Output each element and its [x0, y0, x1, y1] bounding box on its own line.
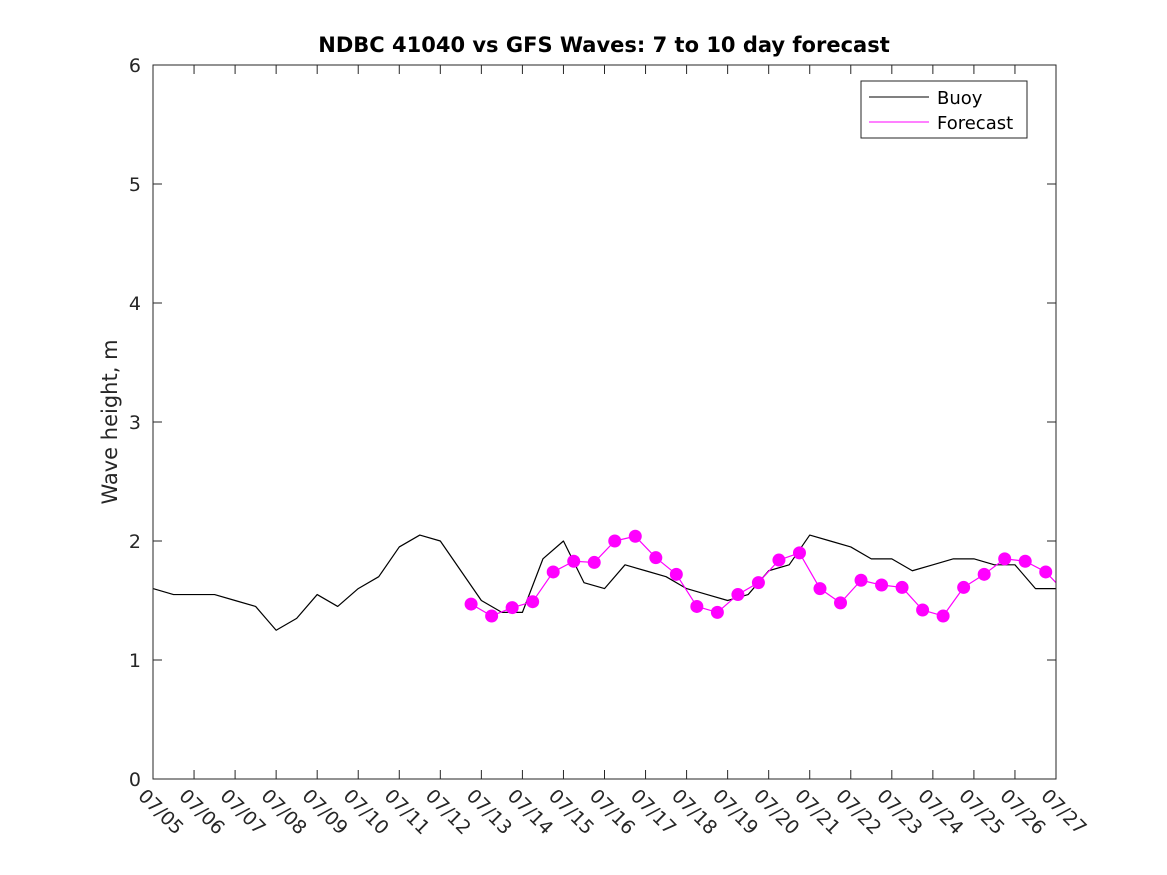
forecast-point — [690, 599, 704, 613]
forecast-point — [464, 597, 478, 611]
forecast-point — [813, 582, 827, 596]
forecast-point — [567, 554, 581, 568]
legend-label-buoy: Buoy — [937, 88, 983, 109]
forecast-point — [1039, 565, 1053, 579]
y-axis-ticks: 0 1 2 3 4 5 6 — [129, 55, 1056, 791]
forecast-point — [792, 546, 806, 560]
forecast-point — [834, 596, 848, 610]
forecast-point — [977, 567, 991, 581]
forecast-point — [505, 601, 519, 615]
forecast-point — [731, 588, 745, 602]
forecast-point — [546, 565, 560, 579]
forecast-point — [1018, 554, 1032, 568]
y-tick-label: 4 — [129, 293, 141, 315]
forecast-point — [526, 595, 540, 609]
forecast-point — [649, 551, 663, 565]
y-tick-label: 5 — [129, 174, 141, 196]
forecast-point — [587, 555, 601, 569]
plot-area — [153, 65, 1056, 779]
legend: Buoy Forecast — [860, 80, 1028, 139]
forecast-point — [998, 552, 1012, 566]
forecast-point — [895, 580, 909, 594]
forecast-point — [608, 534, 622, 548]
legend-label-forecast: Forecast — [937, 113, 1013, 134]
forecast-point — [628, 529, 642, 543]
y-tick-label: 2 — [129, 531, 141, 553]
forecast-point — [485, 609, 499, 623]
forecast-point — [772, 553, 786, 567]
forecast-point — [751, 576, 765, 590]
forecast-point — [957, 580, 971, 594]
y-tick-label: 1 — [129, 650, 141, 672]
forecast-point — [875, 578, 889, 592]
y-tick-label: 0 — [129, 769, 141, 791]
forecast-point — [854, 573, 868, 587]
y-tick-label: 6 — [129, 55, 141, 77]
y-tick-label: 3 — [129, 412, 141, 434]
forecast-point — [710, 605, 724, 619]
legend-box — [860, 80, 1028, 139]
forecast-point — [669, 567, 683, 581]
chart-title: NDBC 41040 vs GFS Waves: 7 to 10 day for… — [318, 33, 889, 57]
forecast-markers — [464, 529, 1053, 623]
series-line-buoy — [152, 534, 1056, 631]
forecast-point — [936, 609, 950, 623]
forecast-point — [916, 603, 930, 617]
y-axis-label: Wave height, m — [98, 339, 122, 504]
